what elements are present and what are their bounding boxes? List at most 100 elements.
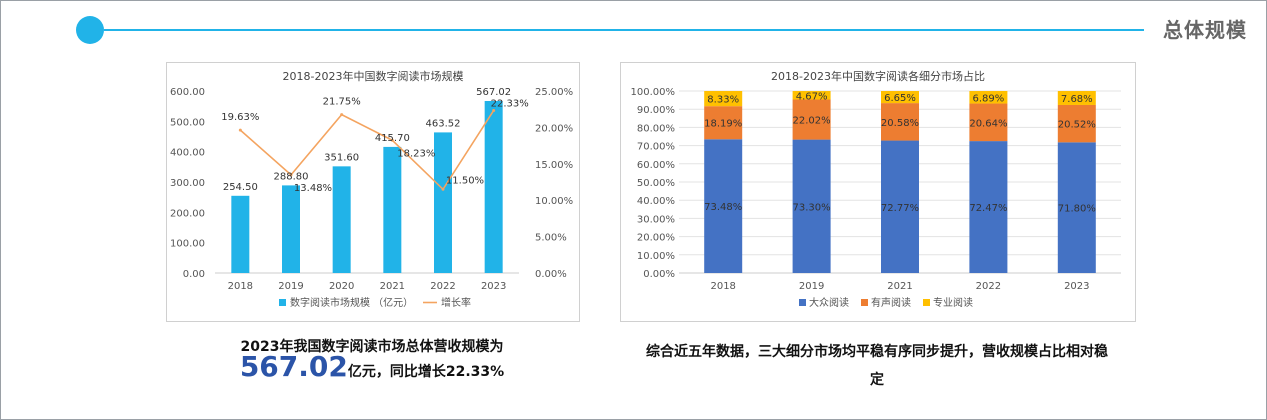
bar: [282, 185, 300, 273]
legend-swatch-bar: [279, 299, 286, 306]
bar-data-label: 415.70: [375, 133, 410, 144]
segment-share-summary: 综合近五年数据，三大细分市场均平稳有序同步提升，营收规模占比相对稳定: [646, 344, 1108, 388]
segment-data-label: 4.67%: [796, 91, 828, 102]
bar: [383, 146, 402, 273]
page-title: 总体规模: [1163, 18, 1247, 42]
line-data-label: 18.23%: [397, 148, 435, 159]
bar: [231, 195, 250, 273]
segment-data-label: 20.58%: [881, 118, 919, 129]
legend-label: 有声阅读: [871, 296, 911, 309]
y-axis-tick-label: 70.00%: [637, 142, 675, 153]
segment-data-label: 72.47%: [969, 203, 1007, 214]
x-axis-tick-label: 2021: [380, 281, 405, 292]
y-axis-tick-label: 40.00%: [637, 196, 675, 207]
segment-data-label: 73.48%: [704, 202, 742, 213]
summary-highlight-value: 567.02: [239, 350, 348, 383]
summary-line-2-text: 亿元，同比增长22.33%: [347, 364, 505, 380]
x-axis-tick-label: 2019: [278, 281, 303, 292]
x-axis-tick-label: 2022: [976, 281, 1001, 292]
y-axis-tick-label: 0.00%: [643, 269, 675, 280]
stacked-bar-segment: [969, 141, 1008, 273]
summary-line-2: 567.02亿元，同比增长22.33%: [166, 353, 578, 381]
segment-data-label: 72.77%: [881, 203, 919, 214]
market-size-chart-svg: 2018-2023年中国数字阅读市场规模 0.00 100.00 200.00 300.…: [170, 69, 573, 309]
x-axis-tick-label: 2022: [430, 281, 455, 292]
line-data-label: 21.75%: [323, 97, 361, 108]
segment-data-label: 22.02%: [793, 116, 831, 127]
x-axis-tick-label: 2019: [799, 281, 824, 292]
stacked-bar-segment: [969, 91, 1008, 104]
y2-axis-tick-label: 20.00%: [535, 123, 573, 134]
line-data-label: 13.48%: [294, 183, 332, 194]
x-axis-tick-label: 2023: [1064, 281, 1089, 292]
x-axis-tick-label: 2018: [710, 281, 735, 292]
stacked-bar-segment: [1057, 91, 1096, 105]
y-axis-tick-label: 200.00: [170, 208, 205, 219]
line-data-label: 11.50%: [446, 175, 484, 186]
market-size-summary: 2023年我国数字阅读市场总体营收规模为 567.02亿元，同比增长22.33%: [166, 338, 578, 381]
bar-data-label: 463.52: [426, 118, 461, 129]
y-axis-tick-label: 600.00: [170, 87, 205, 98]
bar-data-label: 567.02: [476, 87, 511, 98]
stacked-bar-segment: [1057, 142, 1096, 273]
growth-rate-point: [238, 128, 242, 132]
x-axis-tick-label: 2020: [329, 281, 354, 292]
segment-data-label: 71.80%: [1058, 204, 1096, 215]
bar-data-label: 254.50: [223, 182, 258, 193]
y2-axis-tick-label: 25.00%: [535, 87, 573, 98]
y-axis-tick-label: 300.00: [170, 178, 205, 189]
y-axis-tick-label: 400.00: [170, 148, 205, 159]
y-axis-tick-label: 0.00: [183, 269, 205, 280]
y-axis-tick-label: 500.00: [170, 117, 205, 128]
y-axis-tick-label: 90.00%: [637, 105, 675, 116]
stacked-bar-segment: [704, 91, 743, 107]
growth-rate-line: [239, 110, 495, 191]
x-axis-tick-label: 2023: [481, 281, 506, 292]
segment-data-label: 18.19%: [704, 119, 742, 130]
legend-swatch: [861, 299, 868, 306]
growth-rate-point: [441, 187, 445, 191]
growth-rate-point: [492, 108, 496, 112]
summary-line-1: 2023年我国数字阅读市场总体营收规模为: [240, 339, 504, 355]
segment-share-chart: 2018-2023年中国数字阅读各细分市场占比 0.00% 10.00% 20.00%…: [620, 62, 1136, 322]
growth-rate-point: [340, 113, 344, 117]
bar-data-label: 288.80: [274, 171, 309, 182]
chart-title: 2018-2023年中国数字阅读各细分市场占比: [771, 69, 985, 83]
bar-data-label: 351.60: [324, 152, 359, 163]
header-dot-icon: [76, 16, 104, 44]
growth-rate-point: [390, 138, 394, 142]
legend-label: 专业阅读: [933, 296, 973, 309]
segment-data-label: 8.33%: [707, 95, 739, 106]
y-axis-tick-label: 20.00%: [637, 233, 675, 244]
bar: [484, 101, 503, 273]
y-axis-tick-label: 100.00%: [631, 87, 676, 98]
y2-axis-tick-label: 0.00%: [535, 269, 567, 280]
segment-data-label: 6.65%: [884, 93, 916, 104]
y-axis-tick-label: 50.00%: [637, 178, 675, 189]
legend-label-line: 增长率: [441, 296, 471, 309]
y-axis-tick-label: 100.00: [170, 239, 205, 250]
header-divider: [104, 29, 1144, 31]
stacked-bar-segment: [881, 91, 919, 104]
y2-axis-tick-label: 10.00%: [535, 196, 573, 207]
y2-axis-tick-label: 15.00%: [535, 160, 573, 171]
stacked-bar-segment: [792, 99, 831, 140]
legend-swatch: [799, 299, 806, 306]
stacked-bar-segment: [1057, 104, 1096, 143]
x-axis-tick-label: 2018: [228, 281, 253, 292]
market-size-chart: 2018-2023年中国数字阅读市场规模 0.00 100.00 200.00 300.…: [166, 62, 580, 322]
stacked-bar-segment: [704, 139, 743, 273]
legend-label: 大众阅读: [809, 296, 849, 309]
bar: [332, 166, 351, 273]
segment-data-label: 7.68%: [1061, 94, 1093, 105]
chart-title: 2018-2023年中国数字阅读市场规模: [283, 69, 464, 83]
y-axis-tick-label: 60.00%: [637, 160, 675, 171]
y2-axis-tick-label: 5.00%: [535, 233, 567, 244]
y-axis-tick-label: 10.00%: [637, 251, 675, 262]
legend-label-bar: 数字阅读市场规模 （亿元）: [290, 296, 413, 309]
growth-rate-point: [289, 173, 293, 177]
y-axis-tick-label: 30.00%: [637, 214, 675, 225]
stacked-bar-segment: [969, 103, 1008, 142]
segment-data-label: 20.52%: [1058, 120, 1096, 131]
segment-data-label: 6.89%: [973, 93, 1005, 104]
